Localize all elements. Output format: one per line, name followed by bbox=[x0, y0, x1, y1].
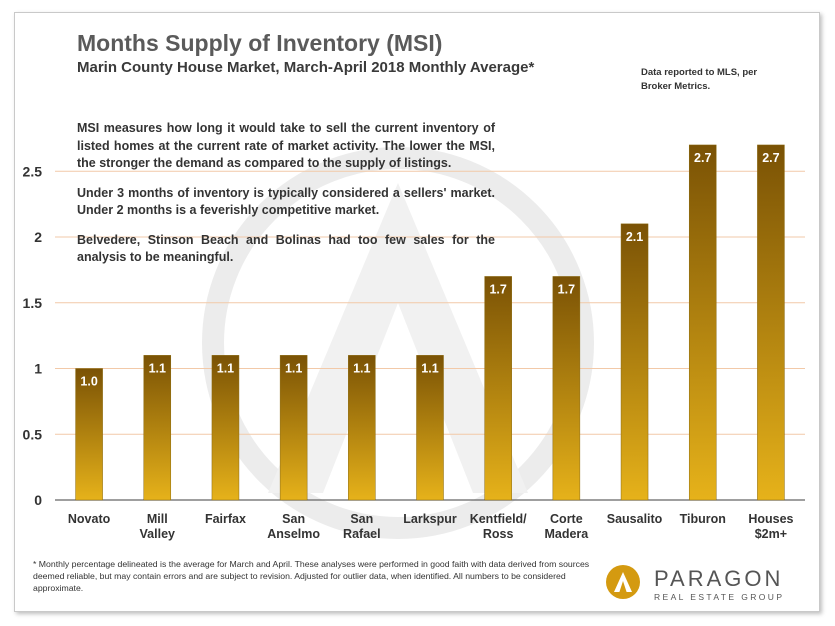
bar bbox=[484, 276, 512, 501]
note-msi-definition: MSI measures how long it would take to s… bbox=[77, 121, 495, 170]
x-tick-label: Mill Valley bbox=[140, 512, 175, 541]
data-label: 1.0 bbox=[80, 375, 97, 389]
chart-subtitle: Marin County House Market, March-April 2… bbox=[77, 59, 535, 76]
x-tick-label: San Rafael bbox=[343, 512, 381, 541]
paragon-logo: PARAGON REAL ESTATE GROUP bbox=[606, 565, 806, 605]
bar bbox=[620, 223, 649, 501]
paragon-logo-icon bbox=[606, 565, 640, 599]
logo-tagline: REAL ESTATE GROUP bbox=[654, 592, 785, 602]
y-tick-label: 2.5 bbox=[23, 163, 43, 179]
x-tick-label: Tiburon bbox=[680, 512, 726, 526]
bar bbox=[211, 355, 240, 501]
bar bbox=[688, 144, 717, 501]
note-excluded-towns: Belvedere, Stinson Beach and Bolinas had… bbox=[77, 232, 495, 265]
data-label: 1.1 bbox=[217, 361, 234, 375]
paragon-watermark-icon bbox=[202, 147, 594, 539]
data-label: 2.1 bbox=[626, 230, 643, 244]
data-label: 1.1 bbox=[421, 361, 438, 375]
bar bbox=[279, 355, 308, 501]
notes-box: MSI measures how long it would take to s… bbox=[77, 120, 495, 279]
bar bbox=[757, 144, 785, 501]
x-tick-label: Kentfield/Ross bbox=[470, 512, 527, 541]
x-tick-label: Larkspur bbox=[403, 512, 457, 526]
source-note: Data reported to MLS, per Broker Metrics… bbox=[641, 67, 758, 92]
y-tick-label: 0 bbox=[34, 492, 42, 508]
bar bbox=[416, 355, 444, 501]
logo-name: PARAGON bbox=[654, 566, 784, 591]
note-sellers-market: Under 3 months of inventory is typically… bbox=[77, 185, 495, 218]
x-tick-label: Sausalito bbox=[607, 512, 663, 526]
x-tick-label: Houses $2m+ bbox=[748, 512, 793, 541]
x-tick-label: Novato bbox=[68, 512, 111, 526]
y-tick-label: 2 bbox=[34, 229, 42, 245]
data-label: 2.7 bbox=[762, 151, 779, 165]
data-label: 1.1 bbox=[149, 361, 166, 375]
footnote: * Monthly percentage delineated is the a… bbox=[33, 559, 590, 593]
y-tick-label: 0.5 bbox=[23, 426, 43, 442]
bar bbox=[348, 355, 376, 501]
data-label: 1.1 bbox=[353, 361, 370, 375]
y-tick-label: 1.5 bbox=[23, 295, 43, 311]
chart-title: Months Supply of Inventory (MSI) bbox=[77, 30, 443, 56]
y-tick-label: 1 bbox=[34, 361, 42, 377]
x-tick-label: Corte Madera bbox=[544, 512, 589, 541]
data-label: 1.7 bbox=[558, 282, 575, 296]
bar bbox=[143, 355, 172, 501]
data-label: 1.1 bbox=[285, 361, 302, 375]
x-tick-label: San Anselmo bbox=[267, 512, 320, 541]
bar bbox=[75, 368, 103, 501]
data-label: 1.7 bbox=[489, 282, 506, 296]
data-label: 2.7 bbox=[694, 151, 711, 165]
x-tick-label: Fairfax bbox=[205, 512, 246, 526]
bar bbox=[552, 276, 581, 501]
